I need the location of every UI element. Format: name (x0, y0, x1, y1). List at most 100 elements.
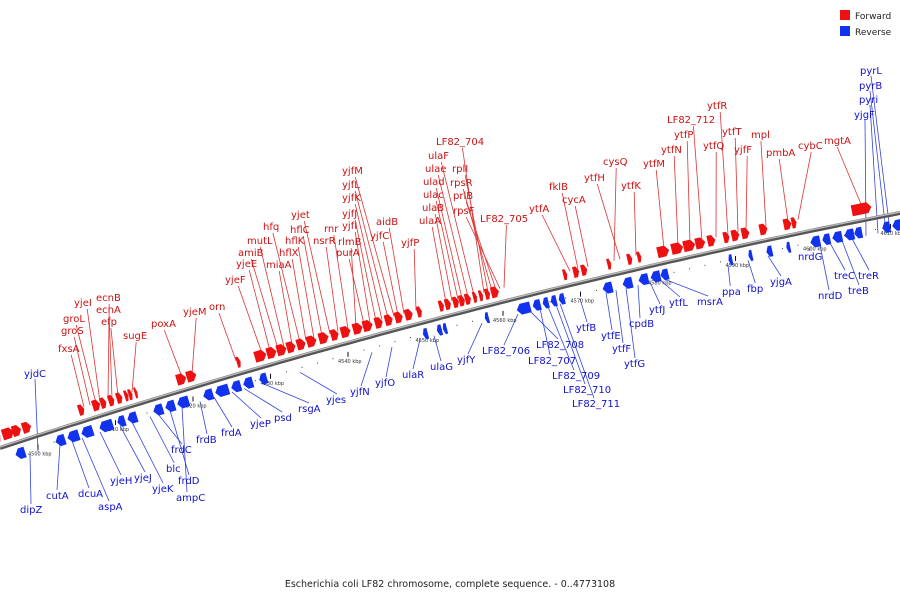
reverse-gene-label: yjeP (250, 419, 271, 430)
forward-leader-line (86, 308, 101, 403)
forward-leader-line (73, 336, 91, 406)
reverse-gene-arrow (422, 327, 430, 340)
reverse-gene-label: ulaR (402, 370, 424, 381)
reverse-gene-label: blc (166, 464, 181, 475)
tick-label: 4540 kbp (338, 359, 362, 365)
forward-leader-line (693, 125, 703, 241)
forward-leader-line (348, 258, 365, 325)
forward-gene-label: mutL (247, 236, 273, 247)
forward-gene-label: mgtA (824, 136, 851, 147)
leader-lines (29, 75, 891, 505)
forward-gene-arrow (782, 218, 792, 231)
minor-tick (596, 289, 597, 291)
reverse-leader-line (169, 410, 190, 476)
forward-gene-label: fklB (549, 182, 568, 193)
minor-tick (301, 366, 303, 368)
forward-leader-line (237, 285, 263, 354)
forward-gene-label: hfq (263, 222, 279, 233)
forward-leader-line (248, 269, 271, 351)
reverse-gene-label: frdA (221, 428, 242, 439)
legend-reverse-swatch (840, 26, 850, 36)
reverse-gene-label: LF82_706 (482, 346, 530, 357)
minor-tick (704, 264, 706, 266)
reverse-gene-arrow (844, 228, 856, 241)
forward-leader-line (354, 219, 377, 322)
forward-leader-line (633, 191, 637, 256)
reverse-gene-label: nrdD (818, 291, 843, 302)
reverse-gene-arrow (484, 312, 491, 324)
reverse-gene-label: fbp (747, 284, 763, 295)
reverse-gene-arrow (203, 388, 215, 401)
reverse-gene-arrow (532, 298, 542, 311)
forward-gene-label: yjeI (74, 298, 92, 309)
reverse-leader-line (243, 388, 283, 413)
forward-leader-line (462, 188, 493, 291)
forward-gene-label: rpsR (450, 178, 473, 189)
forward-gene-label: amiB (238, 248, 264, 259)
forward-leader-line (434, 213, 453, 302)
forward-gene-arrow (329, 329, 339, 342)
forward-leader-line (503, 224, 507, 288)
forward-gene-label: aidB (376, 217, 398, 228)
reverse-leader-line (385, 346, 393, 378)
forward-gene-arrow (235, 356, 241, 368)
reverse-gene-label: aspA (98, 502, 123, 513)
forward-leader-line (574, 205, 589, 267)
forward-gene-label: ytfR (707, 101, 727, 112)
reverse-gene-arrow (153, 403, 165, 416)
reverse-gene-label: yjeH (110, 476, 132, 487)
minor-tick (146, 412, 148, 414)
forward-leader-line (435, 200, 459, 300)
reverse-gene-label: dcuA (78, 489, 103, 500)
forward-gene-label: yjeF (225, 275, 246, 286)
reverse-leader-line (360, 352, 373, 387)
forward-gene-label: purA (336, 248, 360, 259)
reverse-leader-line (131, 421, 164, 484)
forward-leader-line (354, 203, 383, 320)
reverse-leader-line (199, 401, 208, 435)
minor-tick (689, 268, 690, 270)
forward-gene-label: yjfK (342, 193, 361, 204)
forward-gene-label: ytfQ (703, 141, 724, 152)
reverse-gene-label: ytfE (601, 331, 621, 342)
reverse-gene-arrow (786, 241, 792, 253)
forward-gene-label: pmbA (766, 148, 795, 159)
forward-gene-arrow (253, 349, 267, 363)
forward-gene-label: cycA (562, 195, 586, 206)
reverse-gene-arrow (516, 301, 532, 315)
reverse-gene-label: yjfN (350, 387, 370, 398)
forward-gene-arrow (790, 217, 797, 229)
axis-highlight (0, 211, 900, 448)
reverse-gene-arrow (215, 383, 231, 398)
reverse-leader-line (829, 242, 846, 271)
forward-gene-arrow (451, 296, 459, 309)
reverse-gene-label: LF82_707 (528, 356, 576, 367)
forward-leader-line (354, 190, 389, 319)
forward-gene-arrow (295, 338, 306, 351)
forward-gene-arrow (722, 231, 730, 244)
forward-gene-label: nsrR (313, 236, 336, 247)
forward-gene-label: ytfA (529, 204, 549, 215)
reverse-gene-label: yjfO (375, 378, 395, 389)
reverse-gene-label: msrA (697, 297, 723, 308)
forward-gene-label: rpsF (453, 206, 475, 217)
forward-gene-label: priB (453, 191, 473, 202)
reverse-leader-line (261, 382, 310, 404)
reverse-gene-label: dipZ (20, 505, 42, 516)
forward-leader-line (291, 258, 307, 341)
reverse-gene-arrow (854, 226, 864, 239)
forward-gene-arrow (489, 286, 499, 299)
forward-gene-arrow (10, 424, 21, 438)
reverse-leader-line (869, 104, 879, 234)
forward-leader-line (272, 232, 301, 343)
reverse-leader-line (503, 313, 519, 346)
forward-leader-line (673, 155, 679, 246)
tick-label: 4590 kbp (726, 263, 750, 269)
reverse-gene-arrow (638, 273, 650, 286)
tick-label: 4580 kbp (648, 280, 672, 286)
reverse-gene-label: LF82_710 (563, 385, 611, 396)
forward-gene-arrow (850, 202, 872, 217)
reverse-gene-label: cutA (46, 491, 69, 502)
reverse-gene-arrow (231, 380, 243, 393)
forward-gene-arrow (706, 234, 716, 247)
